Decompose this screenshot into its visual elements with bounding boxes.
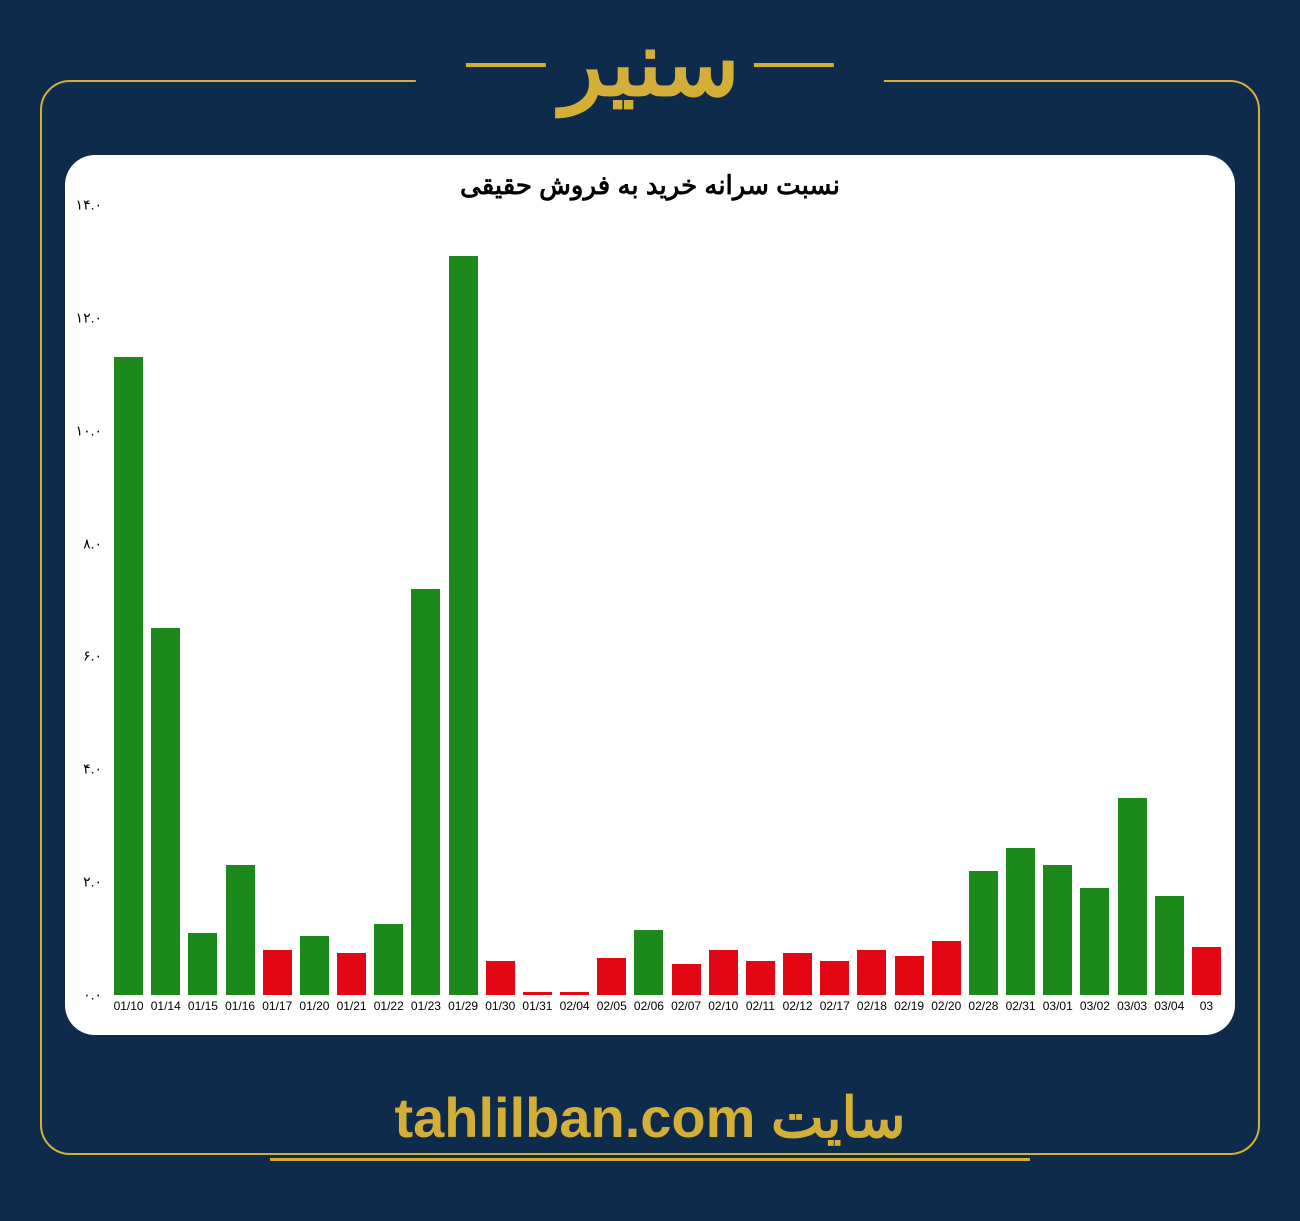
x-tick-label: 01/14 bbox=[151, 999, 181, 1013]
y-tick-label: ۸.۰ bbox=[83, 535, 102, 552]
bar bbox=[560, 992, 589, 995]
bar bbox=[895, 956, 924, 996]
title-dash-left bbox=[466, 63, 546, 67]
x-tick-label: 01/30 bbox=[485, 999, 515, 1013]
bar bbox=[188, 933, 217, 995]
bar bbox=[820, 961, 849, 995]
bar bbox=[709, 950, 738, 995]
chart-panel: نسبت سرانه خرید به فروش حقیقی ۰.۰۲.۰۴.۰۶… bbox=[65, 155, 1235, 1035]
bar bbox=[1080, 888, 1109, 995]
bar bbox=[969, 871, 998, 995]
x-tick-label: 03/04 bbox=[1154, 999, 1184, 1013]
y-tick-label: ۱۲.۰ bbox=[76, 309, 102, 326]
bar bbox=[374, 924, 403, 995]
bar bbox=[337, 953, 366, 995]
bar bbox=[857, 950, 886, 995]
y-tick-label: ۶.۰ bbox=[83, 648, 102, 665]
bar bbox=[486, 961, 515, 995]
header-title: سنیر bbox=[560, 15, 739, 115]
bar bbox=[151, 628, 180, 995]
bar bbox=[672, 964, 701, 995]
x-tick-label: 02/20 bbox=[931, 999, 961, 1013]
x-tick-label: 02/19 bbox=[894, 999, 924, 1013]
bar bbox=[1006, 848, 1035, 995]
x-tick-label: 02/18 bbox=[857, 999, 887, 1013]
x-tick-label: 01/21 bbox=[337, 999, 367, 1013]
x-tick-label: 01/20 bbox=[299, 999, 329, 1013]
x-tick-label: 01/22 bbox=[374, 999, 404, 1013]
x-tick-label: 03/01 bbox=[1043, 999, 1073, 1013]
x-tick-label: 02/10 bbox=[708, 999, 738, 1013]
bar bbox=[300, 936, 329, 995]
x-tick-label: 02/31 bbox=[1006, 999, 1036, 1013]
bar bbox=[1043, 865, 1072, 995]
x-tick-label: 01/17 bbox=[262, 999, 292, 1013]
y-tick-label: ۱۴.۰ bbox=[76, 197, 102, 214]
x-tick-label: 03 bbox=[1200, 999, 1213, 1013]
footer: سایت tahlilban.com bbox=[394, 1085, 905, 1151]
x-tick-label: 01/23 bbox=[411, 999, 441, 1013]
y-tick-label: ۱۰.۰ bbox=[76, 422, 102, 439]
bar bbox=[932, 941, 961, 995]
bar bbox=[1155, 896, 1184, 995]
chart-title: نسبت سرانه خرید به فروش حقیقی bbox=[65, 155, 1235, 201]
x-tick-label: 02/07 bbox=[671, 999, 701, 1013]
bar bbox=[263, 950, 292, 995]
x-tick-label: 02/11 bbox=[746, 999, 775, 1013]
title-dash-right bbox=[754, 63, 834, 67]
bar bbox=[226, 865, 255, 995]
x-tick-label: 01/15 bbox=[188, 999, 218, 1013]
footer-site: tahlilban.com bbox=[394, 1086, 755, 1151]
x-tick-label: 01/10 bbox=[114, 999, 144, 1013]
header-title-wrap: سنیر bbox=[416, 20, 884, 110]
x-tick-label: 03/02 bbox=[1080, 999, 1110, 1013]
bar bbox=[523, 992, 552, 995]
bar bbox=[449, 256, 478, 995]
x-tick-label: 02/06 bbox=[634, 999, 664, 1013]
plot-area: ۰.۰۲.۰۴.۰۶.۰۸.۰۱۰.۰۱۲.۰۱۴.۰01/1001/1401/… bbox=[110, 205, 1225, 995]
bar bbox=[746, 961, 775, 995]
bar bbox=[597, 958, 626, 995]
x-tick-label: 02/28 bbox=[968, 999, 998, 1013]
bar bbox=[1192, 947, 1221, 995]
bar bbox=[783, 953, 812, 995]
footer-prefix: سایت bbox=[771, 1086, 906, 1149]
x-tick-label: 01/29 bbox=[448, 999, 478, 1013]
bar bbox=[114, 357, 143, 995]
bar bbox=[1118, 798, 1147, 996]
x-tick-label: 02/17 bbox=[820, 999, 850, 1013]
y-tick-label: ۲.۰ bbox=[83, 874, 102, 891]
footer-underline bbox=[270, 1158, 1030, 1161]
x-tick-label: 01/31 bbox=[522, 999, 552, 1013]
x-tick-label: 03/03 bbox=[1117, 999, 1147, 1013]
bar bbox=[411, 589, 440, 995]
y-tick-label: ۰.۰ bbox=[83, 987, 102, 1004]
x-tick-label: 02/05 bbox=[597, 999, 627, 1013]
x-tick-label: 01/16 bbox=[225, 999, 255, 1013]
y-tick-label: ۴.۰ bbox=[83, 761, 102, 778]
x-tick-label: 02/12 bbox=[783, 999, 813, 1013]
bar bbox=[634, 930, 663, 995]
x-tick-label: 02/04 bbox=[560, 999, 590, 1013]
